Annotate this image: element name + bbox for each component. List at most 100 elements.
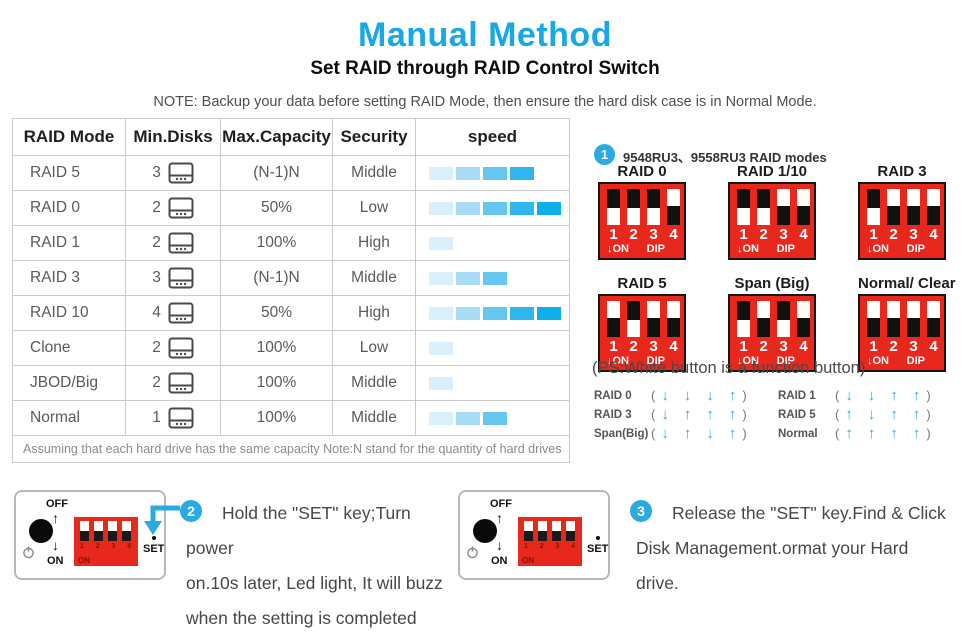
backup-note: NOTE: Backup your data before setting RA… [153, 94, 817, 110]
legend-item: Span(Big) ( ↓ ↑ ↓ ↑ ) [594, 424, 778, 443]
dip-switch-number: 3 [909, 338, 918, 355]
dip-switch: 3 [907, 189, 920, 242]
dip-switch: 2 [757, 189, 770, 242]
dip-number: 2 [539, 543, 544, 550]
power-icon [467, 546, 478, 559]
down-arrow-icon: ↓ [706, 387, 714, 404]
min-disks-value: 4 [152, 304, 161, 321]
min-disks-value: 2 [152, 234, 161, 251]
security-cell: Low [332, 190, 416, 226]
up-arrow-icon: ↑ [845, 425, 853, 442]
max-capacity-cell: 50% [220, 295, 333, 331]
dip-switch [122, 521, 131, 541]
power-button [29, 519, 53, 543]
up-arrow-icon: ↑ [683, 425, 692, 442]
speed-bar [429, 201, 568, 215]
speed-segment [429, 166, 453, 180]
column-header: Min.Disks [125, 118, 221, 156]
legend-mode-name: Normal [778, 427, 818, 440]
legend-arrows: ↑ ↑ ↑ ↑ [839, 426, 926, 441]
dip-switch-number: 1 [739, 338, 748, 355]
mini-dip-on-label: ON [522, 556, 534, 565]
mini-dip-switches [74, 517, 138, 541]
speed-segment [456, 411, 480, 425]
page-subtitle: Set RAID through RAID Control Switch [310, 58, 660, 79]
dip-switch-number: 1 [609, 338, 618, 355]
dip-number: 4 [571, 543, 575, 550]
table-row: JBOD/Big 2 100% Middle [12, 365, 570, 401]
dip-switch [94, 521, 103, 541]
min-disks-value: 2 [152, 339, 161, 356]
dip-number: 1 [80, 543, 84, 550]
on-label: ON [491, 555, 508, 567]
mini-dip-block: 1 2 3 4 ON [74, 517, 138, 566]
dip-section-heading: 9548RU3、9558RU3 RAID modes [623, 150, 827, 165]
dip-switch-number: 2 [629, 226, 638, 243]
min-disks-value: 1 [152, 409, 161, 426]
speed-segment [429, 271, 453, 285]
dip-switch-number: 3 [909, 226, 918, 243]
table-footnote: Assuming that each hard drive has the sa… [12, 435, 570, 463]
up-arrow-icon: ↑ [683, 406, 692, 423]
dip-on-direction-label: ↓ON [867, 355, 889, 367]
legend-item: RAID 3 ( ↓ ↑ ↑ ↑ ) [594, 405, 778, 424]
speed-bar [429, 236, 568, 250]
dip-switch-number: 2 [889, 338, 898, 355]
dip-switch: 1 [737, 189, 750, 242]
dip-switch: 4 [927, 301, 940, 354]
set-label: SET [143, 543, 165, 555]
speed-segment [456, 306, 480, 320]
up-arrow-icon: ↑ [728, 406, 737, 423]
mini-dip-block: 1 2 3 4 ON [518, 517, 582, 566]
down-arrow-icon: ↓ [661, 425, 669, 442]
column-header: Security [332, 118, 416, 156]
hard-drive-icon [168, 232, 194, 254]
mini-dip-numbers: 1 2 3 4 [80, 543, 131, 550]
speed-segment [537, 306, 561, 320]
speed-bar [429, 376, 568, 390]
legend-paren: ( [835, 407, 840, 422]
dip-switch [524, 521, 533, 541]
legend-item: Normal ( ↑ ↑ ↑ ↑ ) [778, 424, 962, 443]
up-arrow-icon: ↑ [728, 387, 737, 404]
dip-switch [538, 521, 547, 541]
dip-switch [80, 521, 89, 541]
dip-mode-label: RAID 1/10 [736, 163, 808, 180]
dip-mode-label: RAID 0 [617, 163, 667, 180]
speed-segment [483, 271, 507, 285]
raid-mode-cell: JBOD/Big [12, 365, 126, 401]
hard-drive-icon [168, 197, 194, 219]
max-capacity-cell: 100% [220, 365, 333, 401]
legend-arrows: ↓ ↓ ↓ ↑ [655, 388, 742, 403]
raid-mode-cell: Clone [12, 330, 126, 366]
up-arrow-icon: ↑ [867, 425, 876, 442]
dip-number: 1 [524, 543, 528, 550]
step-3-badge: 3 [630, 500, 652, 522]
column-header: RAID Mode [12, 118, 126, 156]
step-3-line: Release the "SET" key.Find & Click [672, 503, 946, 523]
raid-table-body: RAID 5 3 (N-1)N Middle RAID 0 2 [12, 155, 570, 436]
raid-mode-cell: RAID 10 [12, 295, 126, 331]
legend-paren: ( [651, 426, 656, 441]
hard-drive-icon [168, 337, 194, 359]
speed-bar [429, 341, 568, 355]
down-arrow-icon: ↓ [496, 537, 503, 553]
min-disks-value: 2 [152, 199, 161, 216]
dip-label: DIP [906, 243, 925, 255]
legend-mode-name: RAID 3 [594, 408, 632, 421]
max-capacity-cell: (N-1)N [220, 260, 333, 296]
dip-switch [552, 521, 561, 541]
speed-segment [429, 411, 453, 425]
table-row: Normal 1 100% Middle [12, 400, 570, 436]
hard-drive-icon [168, 267, 194, 289]
up-arrow-icon: ↑ [912, 425, 921, 442]
legend-paren: ( [651, 407, 656, 422]
device-panel: OFF ↑ ↓ ON 1 2 3 4 ON SET [458, 490, 610, 580]
legend-item: RAID 5 ( ↑ ↓ ↑ ↑ ) [778, 405, 962, 424]
max-capacity-cell: 50% [220, 190, 333, 226]
dip-switch-number: 2 [759, 338, 768, 355]
